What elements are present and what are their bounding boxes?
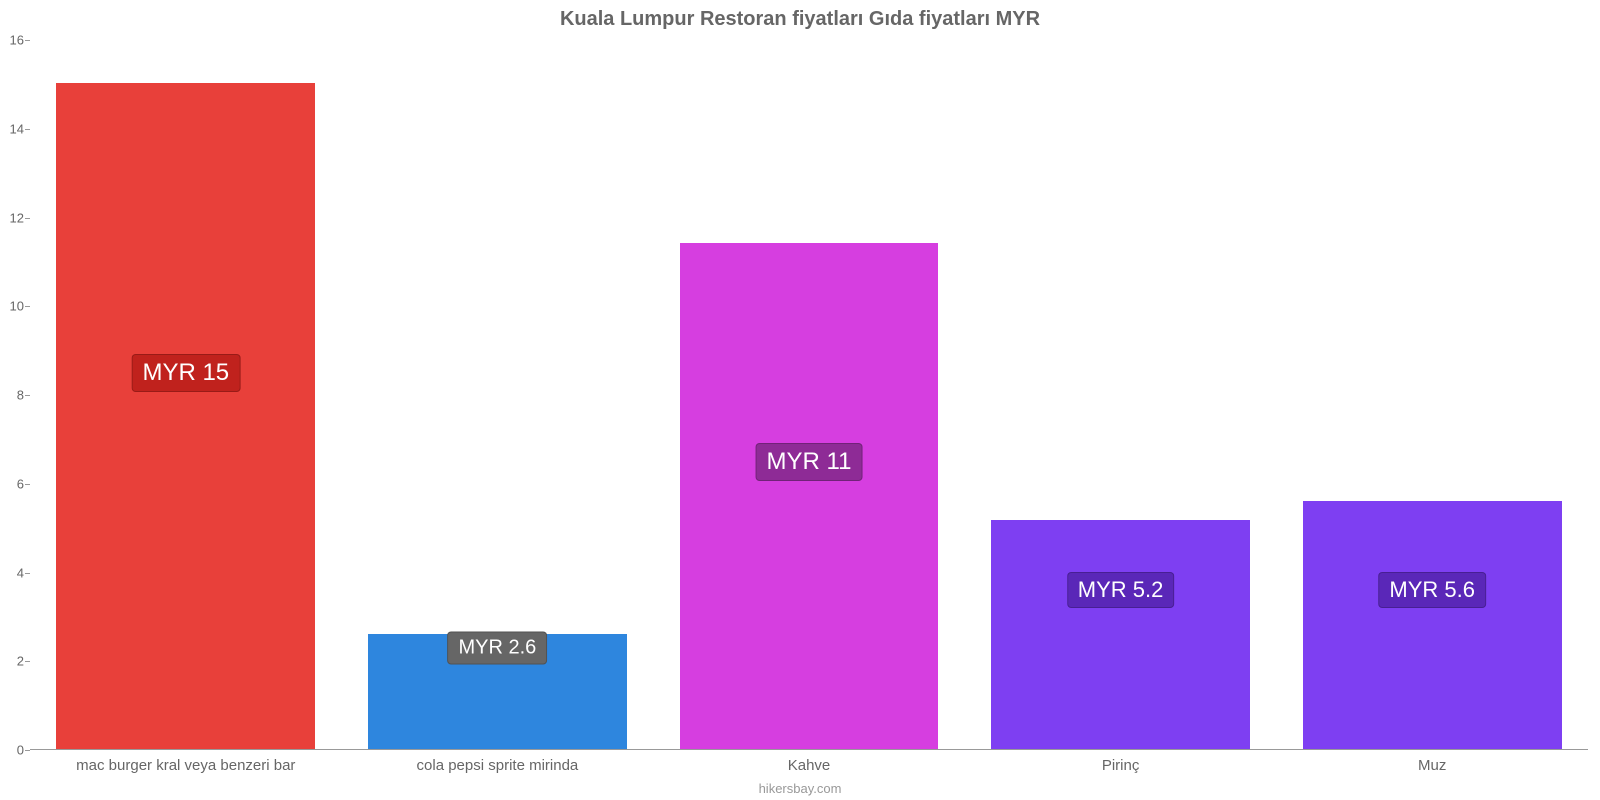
bar [991,520,1250,749]
y-tick-mark [25,395,30,396]
bar-value-label: MYR 11 [756,443,863,481]
bar [680,243,939,749]
x-tick-label: cola pepsi sprite mirinda [417,749,579,774]
y-tick-mark [25,750,30,751]
y-tick-mark [25,484,30,485]
x-tick-label: Pirinç [1102,749,1140,774]
bar-value-label: MYR 2.6 [447,631,547,664]
y-tick-mark [25,306,30,307]
y-tick-mark [25,40,30,41]
bar [56,83,315,749]
y-tick-mark [25,573,30,574]
x-tick-label: Muz [1418,749,1446,774]
x-tick-label: mac burger kral veya benzeri bar [76,749,295,774]
y-tick-mark [25,218,30,219]
bar-value-label: MYR 5.6 [1378,572,1486,608]
attribution-text: hikersbay.com [0,781,1600,796]
x-tick-label: Kahve [788,749,831,774]
bar [1303,501,1562,750]
y-tick-mark [25,129,30,130]
y-tick-mark [25,661,30,662]
bar-value-label: MYR 5.2 [1067,572,1175,608]
bar-value-label: MYR 15 [131,354,240,392]
price-bar-chart: Kuala Lumpur Restoran fiyatları Gıda fiy… [0,0,1600,800]
plot-area: 0246810121416mac burger kral veya benzer… [30,40,1588,750]
chart-title: Kuala Lumpur Restoran fiyatları Gıda fiy… [0,8,1600,31]
